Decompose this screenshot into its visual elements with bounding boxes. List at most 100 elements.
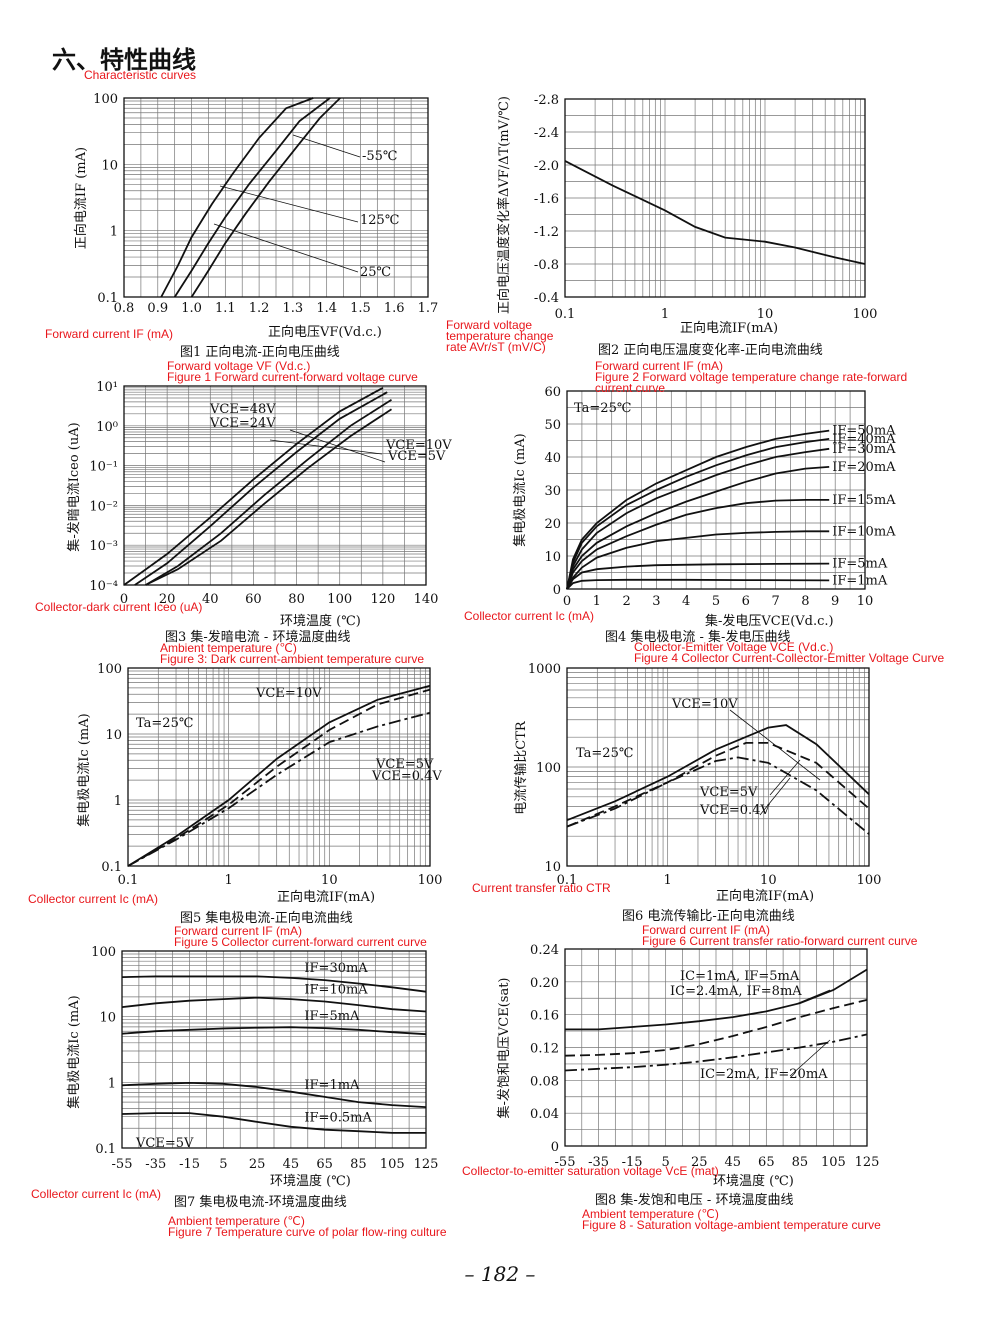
fig5-annotation: VCE=0.4V [371,769,442,784]
section-title-en: Characteristic curves [84,68,197,82]
fig7-series-label: IF=10mA [304,983,368,998]
fig2-xtick: 100 [853,307,878,322]
fig7-xtick: 105 [380,1157,405,1172]
fig8-xtick: -35 [588,1155,609,1170]
fig3-xlabel: 环境温度 (℃) [280,613,361,629]
fig2-xtick: 10 [757,307,774,322]
fig3-xtick: 140 [414,592,439,607]
fig6-ytick: 10 [544,860,561,875]
fig3-en-ylabel: Collector-dark current Iceo (uA) [35,600,203,614]
fig4-series-label: IF=5mA [832,557,888,572]
fig6-series-line [566,742,870,828]
fig7-title: 图7 集电极电流-环境温度曲线 [174,1194,347,1210]
leader-line [292,134,361,158]
fig1-series-line [173,97,331,298]
fig3-annotation: VCE=5V [387,449,446,464]
fig1-ytick: 100 [93,92,118,107]
fig1-en-ylabel: Forward current IF (mA) [45,327,174,341]
fig1-annotation: -55℃ [362,149,397,164]
fig1-xtick: 1.7 [418,301,439,316]
fig8-ytick: 0.12 [530,1042,559,1057]
fig1-ylabel: 正向电流IF (mA) [73,147,89,249]
fig7-xtick: 85 [350,1157,367,1172]
fig6-ylabel: 电流传输比CTR [513,720,529,815]
fig4-en-title: Figure 4 Collector Current-Collector-Emi… [634,651,945,665]
fig8-en-xlabel: Ambient temperature (℃) [582,1207,719,1221]
fig6-xtick: 100 [857,873,882,888]
fig2-en-title: Figure 2 Forward voltage temperature cha… [595,370,908,395]
fig3-ytick: 10¹ [96,380,118,395]
fig4-series-label: IF=30mA [832,442,896,457]
fig4-series-line [566,466,830,590]
fig1-annotation: 125℃ [360,213,399,228]
fig8-xtick: 105 [821,1155,846,1170]
fig5-annotation: VCE=5V [375,757,434,772]
fig5-series-line [127,684,431,867]
fig3-frame [123,385,427,586]
fig7-ytick: 0.1 [95,1142,116,1157]
fig5-series-line [127,711,431,867]
fig7-series-line [121,996,427,1013]
fig3-xtick: 20 [159,592,176,607]
fig5-title: 图5 集电极电流-正向电流曲线 [180,910,353,926]
fig5-en-xlabel: Forward current IF (mA) [174,924,303,938]
fig2-ytick: -2.8 [534,93,559,108]
fig4-series-line [566,578,830,590]
fig1-series-line [160,97,314,298]
fig1-xtick: 0.9 [147,301,168,316]
fig5-xtick: 100 [418,873,443,888]
fig3-ytick: 10⁻² [89,499,118,514]
fig5-annotation: VCE=10V [255,686,322,701]
fig3-ytick: 10⁻³ [89,539,118,554]
fig5-xtick: 10 [321,873,338,888]
fig7-series-line [121,975,427,993]
fig3-annotation: VCE=48V [209,402,276,417]
fig5-ytick: 0.1 [101,860,122,875]
fig5-frame [127,667,431,867]
fig8-ytick: 0.20 [530,976,559,991]
fig4-series-line [566,438,830,590]
fig8-title: 图8 集-发饱和电压 - 环境温度曲线 [595,1192,793,1208]
fig4-ylabel: 集电极电流Ic (mA) [512,433,528,546]
fig4-xtick: 0 [563,594,571,609]
fig1-xtick: 1.1 [215,301,236,316]
leader-line [789,1039,831,1077]
fig3-series-line [123,387,384,586]
fig3-annotation: VCE=24V [209,416,276,431]
fig8-xtick: -55 [555,1155,576,1170]
fig1-xtick: 1.4 [316,301,337,316]
leader-line [729,709,821,781]
fig4-ytick: 60 [544,385,561,400]
fig4-series-label: IF=15mA [832,493,896,508]
fig1-xtick: 0.8 [114,301,135,316]
fig6-en-xlabel: Forward current IF (mA) [642,923,771,937]
fig4-en-xlabel: Collector-Emitter Voltage VCE (Vd.c.) [634,640,834,654]
fig2-xlabel: 正向电流IF(mA) [680,320,778,336]
fig4-xtick: 1 [593,594,601,609]
fig7-xtick: 5 [219,1157,227,1172]
fig1-xtick: 1.0 [181,301,202,316]
fig7-xtick: -15 [179,1157,200,1172]
fig1-xtick: 1.5 [350,301,371,316]
fig3-ytick: 10⁻⁴ [89,579,118,594]
fig7-ytick: 100 [91,945,116,960]
fig6-title: 图6 电流传输比-正向电流曲线 [622,908,795,924]
fig4-xtick: 7 [771,594,779,609]
fig1-xtick: 1.3 [283,301,304,316]
fig8-frame [564,948,868,1147]
fig1-xtick: 1.2 [249,301,270,316]
fig2-en-ylabel: Forward voltage temperature change rate … [446,318,554,354]
fig7-series-line [121,1026,427,1036]
fig4-xtick: 3 [652,594,660,609]
leader-line [269,439,383,455]
fig7-annotation: VCE=5V [135,1136,194,1151]
fig8-series-line [565,968,868,1031]
fig3-xtick: 80 [288,592,305,607]
fig4-series-line [566,562,830,590]
fig7-xtick: 25 [249,1157,266,1172]
fig3-series-line [145,408,392,586]
fig4-xtick: 10 [857,594,874,609]
fig6-frame [566,667,870,867]
fig3-en-title: Figure 3: Dark current-ambient temperatu… [160,652,425,666]
